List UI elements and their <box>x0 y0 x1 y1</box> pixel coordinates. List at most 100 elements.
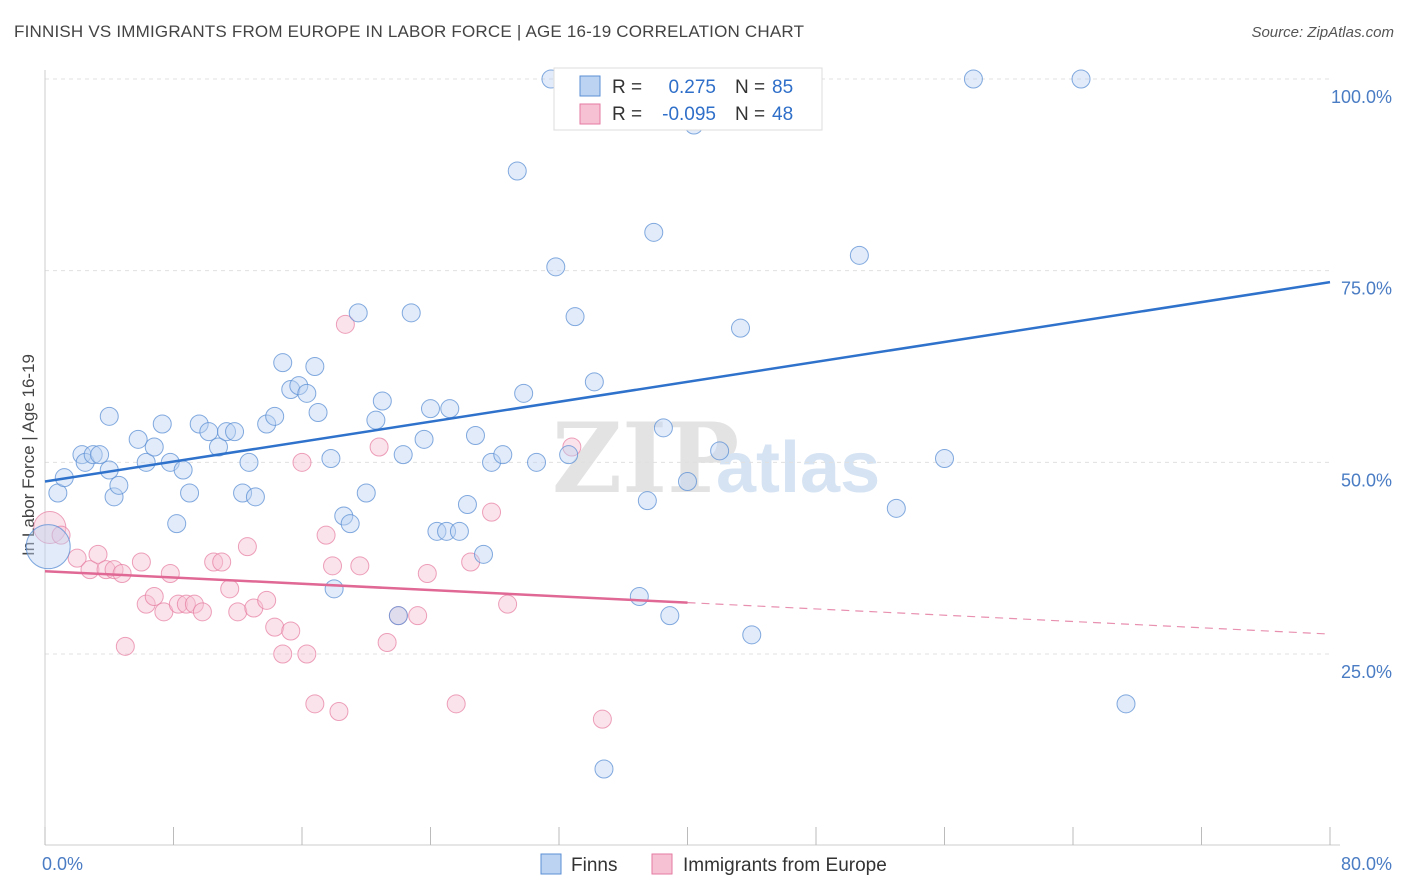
finns-point <box>372 391 392 411</box>
finns-point <box>208 437 228 457</box>
y-tick-label-75: 75.0% <box>1341 279 1392 299</box>
immigrants-point <box>446 694 466 714</box>
finns-point <box>233 483 253 503</box>
immigrants-points <box>33 314 612 729</box>
finns-point <box>180 483 200 503</box>
chart-title: FINNISH VS IMMIGRANTS FROM EUROPE IN LAB… <box>14 22 805 41</box>
finns-point <box>356 483 376 503</box>
legend-n-label-finns: N = <box>735 77 765 98</box>
immigrants-point <box>212 552 232 572</box>
finns-point <box>388 606 408 626</box>
finns-point <box>366 410 386 430</box>
finns-point <box>239 452 259 472</box>
finns-point <box>565 307 585 327</box>
finns-point <box>225 422 245 442</box>
finns-point <box>584 372 604 392</box>
finns-point <box>340 514 360 534</box>
chart-source: Source: ZipAtlas.com <box>1251 24 1394 41</box>
finns-point <box>99 406 119 426</box>
immigrants-point <box>562 437 582 457</box>
immigrants-point <box>292 452 312 472</box>
series-legend-label-immigrants: Immigrants from Europe <box>683 855 887 876</box>
finns-point <box>440 399 460 419</box>
finns-point <box>546 257 566 277</box>
immigrants-point <box>67 548 87 568</box>
immigrants-point <box>369 437 389 457</box>
finns-points <box>25 69 1136 779</box>
finns-point <box>527 452 547 472</box>
finns-point <box>559 445 579 465</box>
immigrants-point <box>160 564 180 583</box>
finns-point <box>308 403 328 422</box>
finns-point <box>334 506 354 526</box>
finns-point <box>297 383 317 403</box>
finns-point <box>305 357 325 376</box>
finns-point <box>104 487 124 507</box>
immigrants-point <box>51 525 71 545</box>
immigrants-point <box>220 579 240 599</box>
axes <box>44 70 1340 846</box>
finns-point <box>324 579 344 599</box>
finns-point <box>401 303 421 323</box>
finns-point <box>594 759 614 779</box>
legend-r-value-finns: 0.275 <box>668 77 716 98</box>
finns-point <box>493 445 513 465</box>
y-tick-label-50: 50.0% <box>1341 470 1392 490</box>
finns-point <box>421 399 440 419</box>
finns-point <box>629 587 649 606</box>
immigrants-point <box>184 594 204 614</box>
immigrants-point <box>237 537 257 557</box>
y-tick-label-100: 100.0% <box>1331 87 1392 107</box>
finns-point <box>710 441 730 461</box>
x-tick-labels: 0.0% 80.0% <box>42 854 1392 874</box>
finns-point <box>427 521 447 541</box>
legend-n-value-immigrants: 48 <box>772 104 793 125</box>
series-legend-label-finns: Finns <box>571 855 617 876</box>
finns-trend-line <box>44 280 1331 483</box>
immigrants-point <box>192 602 212 622</box>
finns-point <box>644 222 664 242</box>
immigrants-point <box>168 594 188 614</box>
finns-point <box>457 495 477 514</box>
immigrants-point <box>323 556 343 576</box>
immigrants-point <box>305 694 325 714</box>
finns-point <box>273 353 293 373</box>
finns-point <box>678 472 697 491</box>
finns-point <box>414 429 434 449</box>
finns-point <box>83 445 103 465</box>
immigrants-point <box>88 544 108 564</box>
watermark-zip: ZIP <box>552 402 739 515</box>
finns-point <box>289 376 309 396</box>
finns-point <box>128 429 148 449</box>
finns-point <box>152 414 172 434</box>
finns-point <box>1071 69 1091 89</box>
watermark-atlas: atlas <box>716 428 880 508</box>
immigrants-trend-line <box>44 569 688 604</box>
immigrants-point <box>408 606 428 626</box>
finns-point <box>144 437 164 457</box>
immigrants-point <box>297 644 317 664</box>
immigrants-point <box>136 594 156 614</box>
immigrants-point <box>131 552 151 572</box>
series-legend: Finns Immigrants from Europe <box>540 853 887 876</box>
x-tick-label-min: 0.0% <box>42 854 83 874</box>
finns-point <box>731 318 751 338</box>
immigrants-point <box>482 502 502 522</box>
immigrants-point <box>350 556 370 576</box>
finns-point <box>109 475 129 495</box>
legend-n-label-immigrants: N = <box>735 104 765 125</box>
immigrants-trend-extension <box>687 602 1331 635</box>
trend-lines <box>44 280 1331 635</box>
immigrants-point <box>377 633 397 652</box>
y-tick-label-25: 25.0% <box>1341 662 1392 682</box>
immigrants-point <box>115 636 135 656</box>
legend-swatch-immigrants <box>579 103 601 125</box>
finns-point <box>321 449 341 468</box>
legend-r-value-immigrants: -0.095 <box>662 104 716 125</box>
immigrants-point <box>144 587 164 606</box>
finns-point <box>514 383 534 403</box>
finns-point <box>348 303 368 323</box>
immigrants-point <box>498 594 518 614</box>
finns-point <box>173 460 193 480</box>
